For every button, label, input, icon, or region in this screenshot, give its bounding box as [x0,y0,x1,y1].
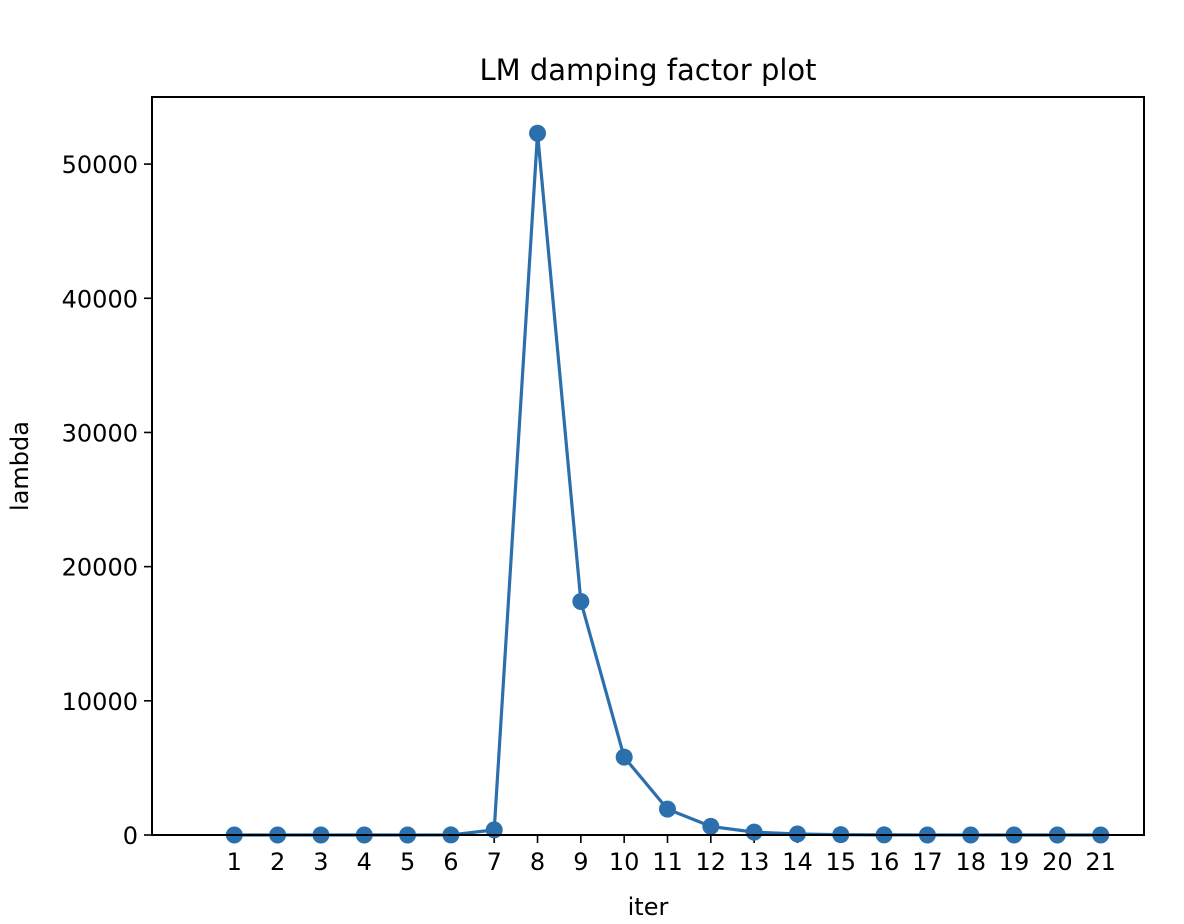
y-tick-label: 50000 [62,151,138,179]
x-axis: 1 2 3 4 5 6 7 8 9 10 11 12 13 14 15 16 17 18 19 20 21 [227,835,1116,876]
data-point [529,124,547,142]
data-point [658,800,676,818]
x-tick-label: 15 [825,848,856,876]
x-tick-label: 13 [739,848,770,876]
data-point [615,748,633,766]
axes-frame [151,96,1145,836]
y-axis: 0 10000 20000 30000 40000 50000 [62,151,152,850]
x-tick-label: 20 [1042,848,1073,876]
y-axis-label: lambda [6,421,34,511]
y-tick-label: 40000 [62,285,138,313]
data-point [572,593,590,611]
x-tick-label: 14 [782,848,813,876]
x-tick-label: 4 [357,848,372,876]
x-tick-label: 2 [270,848,285,876]
x-tick-label: 8 [530,848,545,876]
x-tick-label: 12 [696,848,727,876]
x-tick-label: 3 [313,848,328,876]
x-tick-label: 19 [999,848,1030,876]
x-tick-label: 17 [912,848,943,876]
data-point [745,823,763,841]
x-tick-label: 11 [652,848,683,876]
chart-title: LM damping factor plot [479,53,816,87]
y-tick-label: 10000 [62,688,138,716]
x-tick-label: 18 [955,848,986,876]
x-tick-label: 6 [443,848,458,876]
x-tick-label: 5 [400,848,415,876]
x-tick-label: 7 [487,848,502,876]
data-point [702,817,720,835]
y-tick-label: 20000 [62,554,138,582]
x-tick-label: 10 [609,848,640,876]
y-tick-label: 0 [123,822,138,850]
x-tick-label: 1 [227,848,242,876]
x-tick-label: 21 [1085,848,1116,876]
x-tick-label: 9 [573,848,588,876]
y-tick-label: 30000 [62,419,138,447]
x-axis-label: iter [628,893,669,921]
x-tick-label: 16 [869,848,900,876]
